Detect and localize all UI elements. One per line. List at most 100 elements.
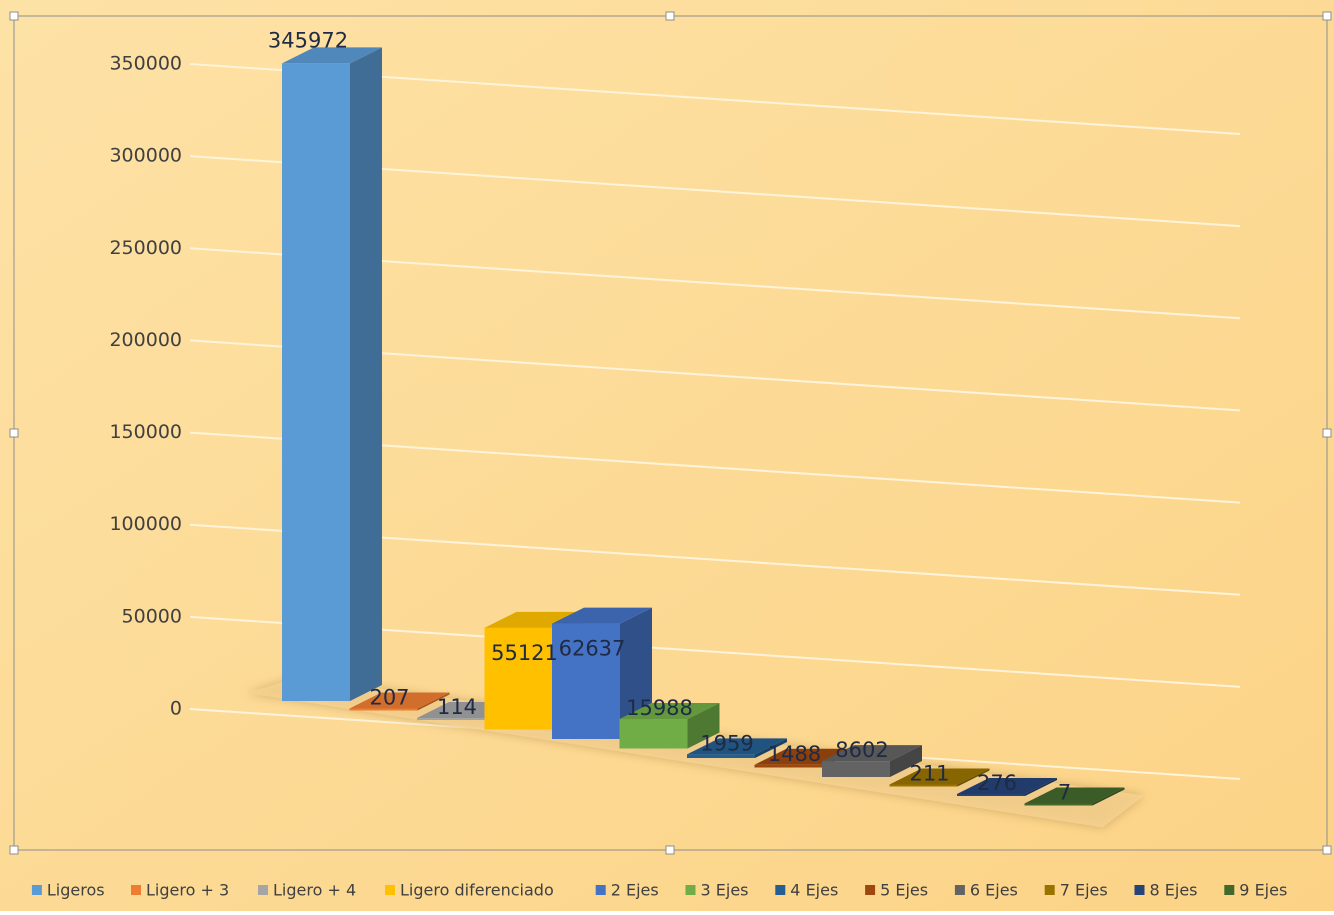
- legend-item[interactable]: 6 Ejes: [954, 881, 1018, 900]
- legend-swatch: [1224, 885, 1235, 895]
- bar-front: [754, 764, 823, 768]
- legend-swatch: [685, 885, 696, 895]
- legend-swatch: [31, 885, 42, 895]
- y-tick-label: 200000: [109, 329, 182, 351]
- legend-swatch: [775, 885, 786, 895]
- y-tick-label: 150000: [109, 421, 182, 443]
- resize-handle[interactable]: [1322, 845, 1332, 855]
- y-tick-label: 300000: [109, 145, 182, 167]
- bar-top: [552, 607, 652, 624]
- legend-swatch: [954, 885, 965, 895]
- bar-4-ejes[interactable]: [687, 738, 787, 758]
- resize-handle[interactable]: [9, 11, 19, 21]
- bar-top: [619, 703, 720, 720]
- legend-item[interactable]: 9 Ejes: [1224, 881, 1287, 900]
- bar-front: [687, 754, 755, 758]
- bar-top: [822, 745, 922, 762]
- data-labels: 345972 207 114 55121 62637 15988 1959 1488 8602 2…: [268, 28, 1071, 804]
- bar-top: [349, 692, 450, 709]
- legend-label: Ligero + 4: [273, 881, 356, 900]
- bar-side: [1025, 778, 1057, 796]
- legend-label: Ligero diferenciado: [400, 881, 554, 900]
- resize-handle[interactable]: [665, 11, 675, 21]
- resize-handle[interactable]: [1322, 11, 1332, 21]
- bar-9-ejes[interactable]: [1024, 787, 1125, 806]
- legend-label: 3 Ejes: [701, 881, 749, 900]
- y-tick-label: 350000: [109, 53, 182, 75]
- legend-item[interactable]: 3 Ejes: [685, 881, 749, 900]
- data-label: 114: [437, 695, 477, 719]
- resize-handle[interactable]: [9, 845, 19, 855]
- legend-label: 8 Ejes: [1150, 881, 1198, 900]
- legend-swatch: [131, 885, 141, 895]
- bar-front: [889, 784, 958, 787]
- bar-front: [552, 623, 620, 739]
- resize-handle[interactable]: [665, 845, 675, 855]
- legend-item[interactable]: 8 Ejes: [1134, 881, 1198, 900]
- data-label: 345972: [268, 28, 348, 52]
- bar-8-ejes[interactable]: [957, 778, 1057, 796]
- bar-top: [282, 47, 382, 64]
- data-label: 1959: [700, 731, 753, 755]
- legend-item[interactable]: Ligero + 4: [258, 881, 356, 900]
- bar-front: [484, 627, 553, 730]
- bar-front: [619, 719, 688, 749]
- bar-side: [620, 607, 652, 739]
- legend-item[interactable]: Ligero diferenciado: [385, 881, 554, 900]
- legend: Ligeros Ligero + 3 Ligero + 4 Ligero difere…: [31, 881, 1287, 900]
- resize-handle[interactable]: [1322, 428, 1332, 438]
- bar-7-ejes[interactable]: [889, 768, 990, 787]
- data-label: 276: [977, 771, 1017, 795]
- legend-swatch: [865, 885, 876, 895]
- y-axis-ticks: 0 50000 100000 150000 200000 250000 300000 3500…: [109, 53, 182, 720]
- legend-label: 6 Ejes: [970, 881, 1018, 900]
- bar-top: [687, 738, 787, 755]
- legend-swatch: [1044, 885, 1055, 895]
- bar-side: [957, 768, 990, 787]
- legend-item[interactable]: 5 Ejes: [865, 881, 928, 900]
- bar-front: [417, 718, 485, 720]
- legend-label: 9 Ejes: [1239, 881, 1287, 900]
- legend-swatch: [1134, 885, 1145, 895]
- bar-front: [349, 708, 418, 711]
- bar-side: [890, 745, 922, 777]
- bar-2-ejes[interactable]: [552, 607, 652, 739]
- bar-3-ejes[interactable]: [619, 703, 720, 749]
- bar-side: [1092, 787, 1125, 806]
- bar-side: [687, 703, 720, 749]
- data-label: 7: [1058, 781, 1071, 805]
- bar-front: [282, 63, 350, 701]
- bar-ligeros[interactable]: [282, 47, 382, 701]
- bar-top: [957, 778, 1057, 794]
- legend-item[interactable]: 4 Ejes: [775, 881, 838, 900]
- bar-front: [957, 794, 1025, 796]
- legend-item[interactable]: 2 Ejes: [595, 881, 659, 900]
- legend-item[interactable]: Ligero + 3: [131, 881, 229, 900]
- bar-side: [755, 738, 787, 758]
- bar-front: [822, 761, 890, 777]
- bar-ligero-3[interactable]: [349, 692, 450, 711]
- bar-side: [350, 47, 382, 701]
- data-label: 207: [369, 686, 409, 710]
- data-label: 8602: [835, 738, 888, 762]
- resize-handle[interactable]: [9, 428, 19, 438]
- data-label: 15988: [626, 696, 693, 720]
- y-tick-label: 50000: [122, 605, 182, 627]
- legend-item[interactable]: Ligeros: [31, 881, 105, 900]
- y-tick-label: 100000: [109, 513, 182, 535]
- legend-label: 5 Ejes: [880, 881, 928, 900]
- bar-side: [417, 692, 450, 711]
- bar-top: [1024, 787, 1125, 804]
- selection-handles[interactable]: [9, 11, 1332, 855]
- legend-item[interactable]: 7 Ejes: [1044, 881, 1108, 900]
- bar-6-ejes[interactable]: [822, 745, 922, 777]
- y-tick-label: 250000: [109, 237, 182, 259]
- data-label: 55121: [491, 641, 558, 665]
- data-label: 211: [909, 762, 949, 786]
- y-tick-label: 0: [170, 698, 182, 720]
- bar-front: [1024, 803, 1093, 806]
- legend-swatch: [595, 885, 606, 895]
